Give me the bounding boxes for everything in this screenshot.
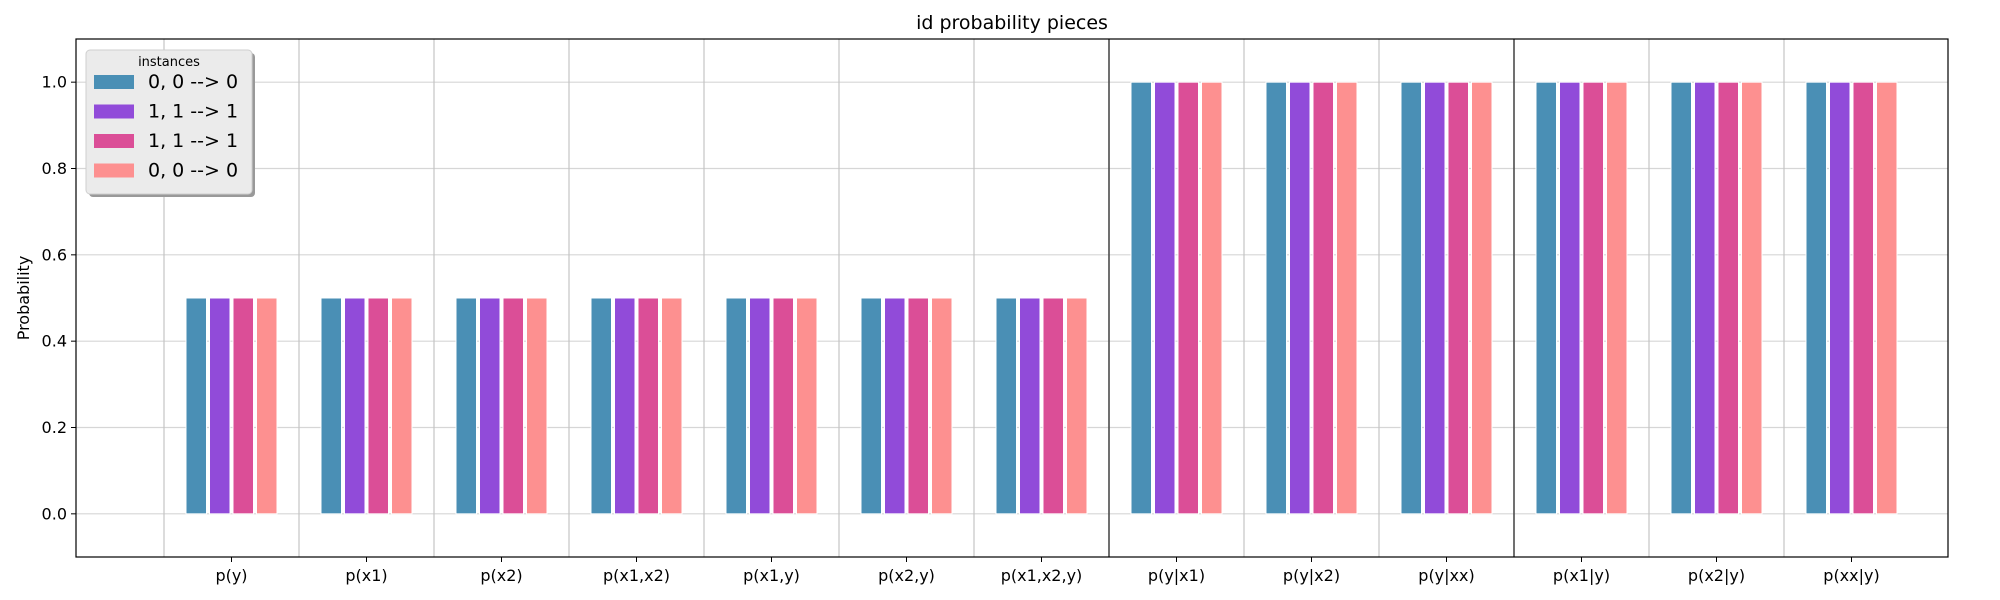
legend-label: 0, 0 --> 0 (148, 71, 238, 93)
bar (1535, 81, 1557, 515)
plot-frame (75, 38, 1949, 558)
legend: instances 0, 0 --> 0 1, 1 --> 1 1, 1 --> 1… (85, 49, 255, 197)
bar (1741, 81, 1763, 515)
x-tick-label: p(x1,x2,y) (1001, 566, 1083, 585)
bar (344, 297, 366, 515)
x-tick-label: p(y|x1) (1148, 566, 1205, 585)
bar (1154, 81, 1176, 515)
legend-swatch (94, 75, 134, 89)
bar (391, 297, 413, 515)
bar (907, 297, 929, 515)
bar (479, 297, 501, 515)
x-tick-label: p(x1) (345, 566, 387, 585)
bar (320, 297, 342, 515)
legend-swatch (94, 134, 134, 148)
bar (1805, 81, 1827, 515)
y-tick-label: 0.6 (42, 245, 67, 264)
bar (614, 297, 636, 515)
legend-label: 1, 1 --> 1 (148, 101, 238, 123)
bar (502, 297, 524, 515)
bar (256, 297, 278, 515)
bar (725, 297, 747, 515)
x-tick-label: p(x1|y) (1553, 566, 1610, 585)
x-tick-label: p(y|xx) (1418, 566, 1474, 585)
bar (1717, 81, 1739, 515)
bar (1582, 81, 1604, 515)
bar (1312, 81, 1334, 515)
bar (884, 297, 906, 515)
y-tick-label: 1.0 (42, 73, 67, 92)
legend-entries: 0, 0 --> 0 1, 1 --> 1 1, 1 --> 1 0, 0 --> 0 (94, 71, 238, 182)
bar (590, 297, 612, 515)
bar (1471, 81, 1493, 515)
x-tick-label: p(x2|y) (1688, 566, 1745, 585)
bar (637, 297, 659, 515)
bar (1400, 81, 1422, 515)
y-tick-label: 0.2 (42, 418, 67, 437)
legend-label: 1, 1 --> 1 (148, 130, 238, 152)
x-tick-label: p(x2,y) (878, 566, 935, 585)
x-tick-label: p(x1,y) (743, 566, 800, 585)
bar (1670, 81, 1692, 515)
legend-swatch (94, 163, 134, 178)
bar (526, 297, 548, 515)
y-axis-label: Probability (14, 256, 33, 341)
bar (1606, 81, 1628, 515)
x-axis: p(y) p(x1) p(x2) p(x1,x2) p(x1,y) p(x2,y) p(x1… (215, 557, 1880, 585)
bar (455, 297, 477, 515)
bar (1177, 81, 1199, 515)
bar (1042, 297, 1064, 515)
x-tick-label: p(y|x2) (1283, 566, 1340, 585)
bar (367, 297, 389, 515)
bar (772, 297, 794, 515)
bar (931, 297, 953, 515)
bar (1336, 81, 1358, 515)
bars-layer (185, 81, 1898, 515)
x-tick-label: p(y) (215, 566, 247, 585)
bar (1829, 81, 1851, 515)
chart-title: id probability pieces (916, 12, 1108, 34)
y-tick-label: 0.4 (42, 332, 67, 351)
bar (661, 297, 683, 515)
legend-swatch (94, 104, 134, 119)
bar (232, 297, 254, 515)
bar (1066, 297, 1088, 515)
bar (1265, 81, 1287, 515)
bar (185, 297, 207, 515)
bar (1447, 81, 1469, 515)
x-tick-label: p(x1,x2) (603, 566, 670, 585)
bar (209, 297, 231, 515)
bar (1559, 81, 1581, 515)
y-axis: 0.0 0.2 0.4 0.6 0.8 1.0 (42, 73, 76, 523)
legend-label: 0, 0 --> 0 (148, 160, 238, 182)
bar (749, 297, 771, 515)
bar (1876, 81, 1898, 515)
bar (1130, 81, 1152, 515)
y-tick-label: 0.0 (42, 504, 67, 523)
legend-title: instances (138, 55, 200, 70)
bar (860, 297, 882, 515)
bar (1201, 81, 1223, 515)
bar (1694, 81, 1716, 515)
bar (1289, 81, 1311, 515)
bar (796, 297, 818, 515)
y-tick-label: 0.8 (42, 159, 67, 178)
bar (1424, 81, 1446, 515)
bar (1019, 297, 1041, 515)
bar (1852, 81, 1874, 515)
bar (995, 297, 1017, 515)
x-tick-label: p(xx|y) (1823, 566, 1879, 585)
x-tick-label: p(x2) (480, 566, 522, 585)
